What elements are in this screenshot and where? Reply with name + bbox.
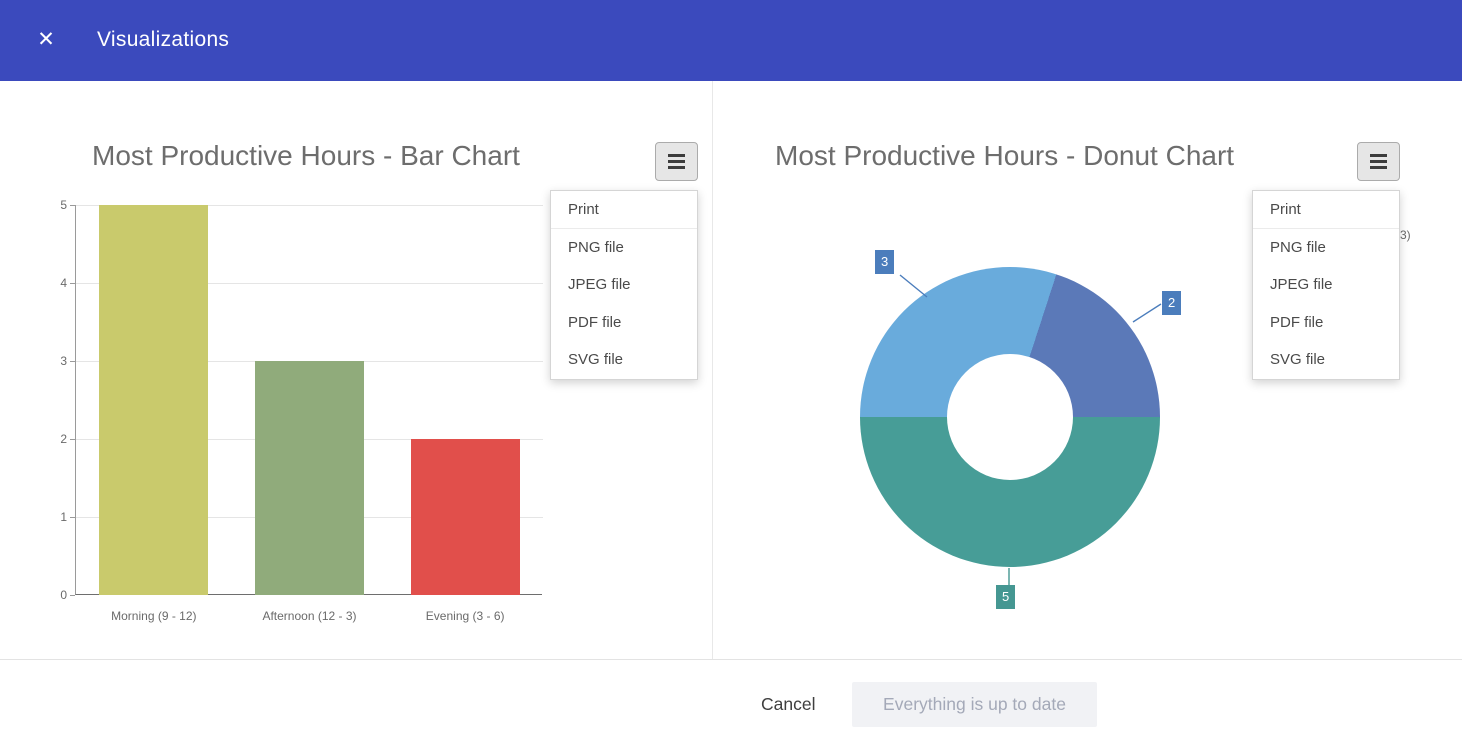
- bar-1[interactable]: [255, 361, 364, 595]
- menu-item-svg-file[interactable]: SVG file: [551, 341, 697, 379]
- menu-item-jpeg-file[interactable]: JPEG file: [551, 266, 697, 304]
- hamburger-icon: [668, 154, 685, 157]
- close-icon[interactable]: ✕: [31, 25, 61, 55]
- donut-chart-title: Most Productive Hours - Donut Chart: [775, 140, 1235, 171]
- y-axis-label: 2: [60, 432, 67, 446]
- hamburger-icon: [1370, 154, 1387, 157]
- y-axis-label: 1: [60, 510, 67, 524]
- gridline: [76, 283, 543, 284]
- x-axis-label: Evening (3 - 6): [425, 609, 505, 623]
- bar-0[interactable]: [99, 205, 209, 595]
- menu-item-pdf-file[interactable]: PDF file: [1253, 303, 1399, 342]
- donut-ring[interactable]: [860, 267, 1160, 567]
- y-axis-tick: [70, 439, 75, 440]
- donut-export-menu: Print PNG file JPEG file PDF file SVG file: [1252, 190, 1400, 380]
- donut-data-label: 2: [1162, 291, 1182, 315]
- menu-item-print[interactable]: Print: [1253, 191, 1399, 229]
- x-axis-label: Morning (9 - 12): [111, 609, 197, 623]
- bar-export-menu: Print PNG file JPEG file PDF file SVG file: [550, 190, 698, 380]
- donut-chart-panel: Most Productive Hours - Donut Chart 3) 3…: [713, 81, 1462, 659]
- y-axis-label: 5: [60, 198, 67, 212]
- titlebar: ✕ Visualizations: [0, 0, 1462, 81]
- donut-data-label: 5: [996, 585, 1016, 609]
- y-axis-tick: [70, 361, 75, 362]
- menu-item-png-file[interactable]: PNG file: [1253, 228, 1399, 267]
- menu-item-png-file[interactable]: PNG file: [551, 228, 697, 267]
- bar-chart-title: Most Productive Hours - Bar Chart: [92, 140, 520, 171]
- bar-chart-panel: Most Productive Hours - Bar Chart 0 1 2 3 4 5…: [0, 81, 713, 659]
- bar-export-menu-button[interactable]: [655, 142, 698, 181]
- y-axis-label: 4: [60, 276, 67, 290]
- page-title: Visualizations: [97, 28, 230, 51]
- menu-item-svg-file[interactable]: SVG file: [1253, 341, 1399, 379]
- menu-item-pdf-file[interactable]: PDF file: [551, 303, 697, 342]
- bar-plot-area: 0 1 2 3 4 5 Morning (9 - 12) Afternoon (12 - 3)…: [60, 198, 543, 623]
- status-button[interactable]: Everything is up to date: [852, 682, 1097, 727]
- y-axis-tick: [70, 595, 75, 596]
- y-axis-tick: [70, 283, 75, 284]
- donut-data-label: 3: [875, 250, 895, 274]
- menu-item-jpeg-file[interactable]: JPEG file: [1253, 266, 1399, 304]
- donut-hole: [947, 354, 1073, 480]
- menu-item-print[interactable]: Print: [551, 191, 697, 229]
- y-axis-label: 3: [60, 354, 67, 368]
- occluded-label-fragment: 3): [1400, 228, 1411, 242]
- y-axis-tick: [70, 517, 75, 518]
- y-axis-tick: [70, 205, 75, 206]
- y-axis-label: 0: [60, 588, 67, 602]
- bar-2[interactable]: [410, 439, 520, 595]
- gridline: [76, 205, 543, 206]
- donut-export-menu-button[interactable]: [1357, 142, 1400, 181]
- footer: Cancel Everything is up to date: [0, 659, 1462, 741]
- x-axis-label: Afternoon (12 - 3): [262, 609, 357, 623]
- cancel-button[interactable]: Cancel: [749, 686, 827, 723]
